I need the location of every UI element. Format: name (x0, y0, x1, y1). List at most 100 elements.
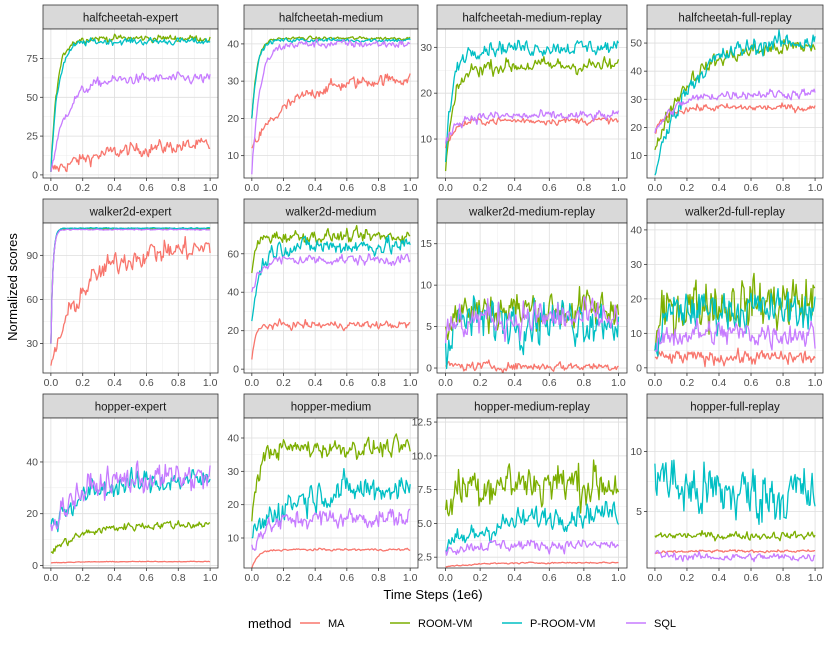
x-tick-label: 0.2 (473, 377, 488, 389)
y-tick-label: 30 (227, 466, 239, 478)
y-tick-label: 60 (227, 248, 239, 260)
series-line-room-vm (251, 35, 411, 119)
series-line-room-vm (444, 459, 620, 517)
x-tick-label: 0.0 (438, 182, 453, 194)
y-tick-label: 30 (420, 42, 432, 54)
x-tick-label: 0.0 (245, 572, 260, 584)
panel-border (243, 28, 419, 179)
series-line-p-room-vm (445, 500, 620, 552)
y-tick-label: 7.5 (417, 484, 432, 496)
facet-title: hopper-medium (291, 402, 372, 414)
facet-panel: hopper-medium-replay 0.0 0.2 0.4 0.6 0.8 1.0 2.… (412, 393, 628, 584)
x-tick-label: 0.4 (507, 377, 522, 389)
y-tick-label: 20 (630, 293, 642, 305)
facet-header (436, 393, 628, 419)
x-tick-label: 0.8 (371, 572, 386, 584)
x-tick-label: 0.2 (75, 182, 90, 194)
x-tick-label: 1.0 (403, 377, 418, 389)
series-line-sql (251, 38, 411, 175)
series-line-ma (445, 359, 619, 373)
panel-border (243, 222, 419, 374)
x-tick-label: 0.6 (744, 182, 759, 194)
x-tick-label: 0.0 (44, 377, 59, 389)
series-line-sql (444, 539, 620, 556)
facet-panel: walker2d-medium 0.0 0.2 0.4 0.6 0.8 1.0 0 20 40 60 (227, 198, 419, 389)
y-tick-label: 60 (26, 294, 38, 306)
facet-title: hopper-expert (95, 402, 167, 414)
facet-header (646, 198, 824, 224)
y-tick-label: 50 (26, 92, 38, 104)
y-tick-label: 0 (32, 560, 38, 572)
y-tick-label: 20 (420, 88, 432, 100)
x-tick-label: 0.8 (171, 572, 186, 584)
x-tick-label: 1.0 (611, 572, 626, 584)
facet-panel: halfcheetah-medium 0.0 0.2 0.4 0.6 0.8 1.0 10 20… (227, 4, 419, 194)
x-tick-label: 0.8 (776, 377, 791, 389)
y-tick-label: 10.0 (412, 450, 433, 462)
facet-panel: walker2d-medium-replay 0.0 0.2 0.4 0.6 0.8 1.0… (420, 198, 628, 389)
legend-label: SQL (654, 618, 676, 630)
y-tick-label: 2.5 (417, 552, 432, 564)
facet-title: halfcheetah-expert (83, 13, 179, 25)
y-tick-label: 50 (630, 38, 642, 50)
series-line-p-room-vm (50, 36, 211, 172)
series-line-sql (50, 460, 211, 532)
series-line-sql (251, 507, 411, 551)
series-line-room-vm (654, 529, 816, 542)
facet-header (42, 4, 219, 30)
panel-border (646, 222, 824, 374)
x-tick-label: 0.4 (107, 182, 122, 194)
series-line-ma (251, 318, 411, 360)
series-line-p-room-vm (50, 226, 211, 344)
facet-title: walker2d-full-replay (684, 207, 785, 219)
facet-header (436, 4, 628, 30)
x-tick-label: 0.2 (276, 572, 291, 584)
legend-label: P-ROOM-VM (530, 618, 595, 630)
panel-border (436, 28, 628, 179)
x-tick-label: 0.2 (680, 377, 695, 389)
x-tick-label: 1.0 (203, 377, 218, 389)
panel-border (436, 417, 628, 569)
x-tick-label: 0.0 (44, 182, 59, 194)
facet-title: halfcheetah-medium (279, 13, 383, 25)
x-tick-label: 0.8 (577, 377, 592, 389)
facet-title: walker2d-medium-replay (468, 207, 595, 219)
facet-panel: hopper-expert 0.0 0.2 0.4 0.6 0.8 1.0 0 20 40 (26, 393, 219, 584)
x-tick-label: 0.8 (577, 182, 592, 194)
series-line-room-vm (50, 520, 211, 554)
x-tick-label: 0.8 (171, 377, 186, 389)
x-tick-label: 0.0 (438, 572, 453, 584)
x-tick-label: 0.0 (648, 572, 663, 584)
x-tick-label: 0.4 (507, 572, 522, 584)
panel-border (42, 222, 219, 374)
legend-label: MA (328, 618, 345, 630)
x-tick-label: 0.8 (171, 182, 186, 194)
y-tick-label: 12.5 (412, 417, 433, 429)
facet-panel: halfcheetah-full-replay 0.0 0.2 0.4 0.6 0.8 1.… (630, 4, 824, 194)
x-tick-label: 0.6 (139, 182, 154, 194)
panel-border (243, 417, 419, 569)
series-line-room-vm (251, 433, 411, 522)
y-tick-label: 20 (227, 325, 239, 337)
series-line-ma (654, 347, 816, 368)
facet-panel: halfcheetah-expert 0.0 0.2 0.4 0.6 0.8 1.0 0 25 5… (26, 4, 219, 194)
series-line-room-vm (654, 39, 816, 151)
x-tick-label: 0.6 (542, 182, 557, 194)
y-tick-label: 40 (227, 433, 239, 445)
x-tick-label: 0.0 (438, 377, 453, 389)
series-line-p-room-vm (251, 467, 411, 539)
facet-title: hopper-medium-replay (474, 402, 590, 414)
x-tick-label: 0.2 (473, 182, 488, 194)
y-tick-label: 10 (227, 533, 239, 545)
panel-border (436, 222, 628, 374)
y-tick-label: 30 (26, 338, 38, 350)
x-tick-label: 0.8 (577, 572, 592, 584)
facet-title: halfcheetah-full-replay (678, 13, 791, 25)
y-tick-label: 5 (636, 506, 642, 518)
x-tick-label: 0.4 (308, 182, 323, 194)
x-tick-label: 0.2 (473, 572, 488, 584)
x-tick-label: 1.0 (611, 182, 626, 194)
x-tick-label: 0.8 (776, 572, 791, 584)
